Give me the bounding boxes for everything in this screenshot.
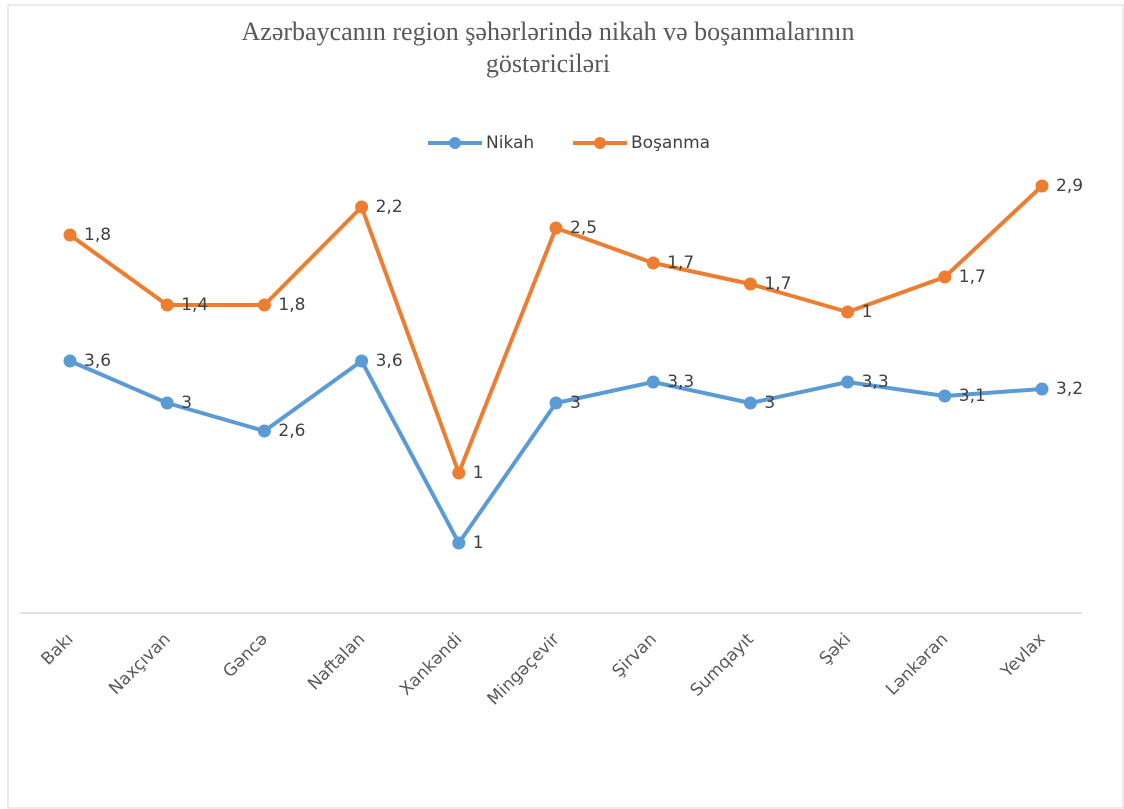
point: [160, 298, 174, 312]
point: [257, 424, 271, 438]
data-label: 2,9: [1056, 176, 1083, 196]
chart-title: Azərbaycanın region şəhərlərində nikah v…: [242, 17, 855, 46]
data-label: 1,7: [667, 253, 694, 273]
legend-label: Nikah: [486, 133, 534, 153]
point: [1035, 382, 1049, 396]
point: [841, 305, 855, 319]
data-label: 2,5: [570, 218, 597, 238]
data-label: 3,6: [376, 351, 403, 371]
point: [743, 396, 757, 410]
chart-title: göstəriciləri: [486, 49, 610, 78]
data-label: 3,1: [959, 386, 986, 406]
data-label: 2,6: [278, 421, 305, 441]
point: [549, 221, 563, 235]
point: [63, 228, 77, 242]
legend-marker: [449, 137, 461, 149]
point: [938, 270, 952, 284]
data-label: 1,8: [84, 225, 111, 245]
data-label: 1,4: [181, 295, 208, 315]
data-label: 3,3: [862, 372, 889, 392]
point: [257, 298, 271, 312]
data-label: 3,3: [667, 372, 694, 392]
data-label: 3: [570, 393, 581, 413]
legend-label: Boşanma: [631, 133, 710, 153]
data-label: 1,8: [278, 295, 305, 315]
data-label: 1,7: [764, 274, 791, 294]
point: [452, 466, 466, 480]
chart-border: [7, 4, 1124, 809]
data-label: 3,6: [84, 351, 111, 371]
point: [646, 256, 660, 270]
point: [1035, 179, 1049, 193]
point: [452, 536, 466, 550]
data-label: 3: [181, 393, 192, 413]
point: [160, 396, 174, 410]
data-label: 1: [862, 302, 873, 322]
point: [938, 389, 952, 403]
point: [743, 277, 757, 291]
data-label: 3,2: [1056, 379, 1083, 399]
data-label: 1: [473, 533, 484, 553]
point: [549, 396, 563, 410]
point: [646, 375, 660, 389]
point: [63, 354, 77, 368]
point: [355, 200, 369, 214]
legend-marker: [594, 137, 606, 149]
data-label: 2,2: [376, 197, 403, 217]
point: [355, 354, 369, 368]
point: [841, 375, 855, 389]
data-label: 1: [473, 463, 484, 483]
data-label: 1,7: [959, 267, 986, 287]
data-label: 3: [764, 393, 775, 413]
